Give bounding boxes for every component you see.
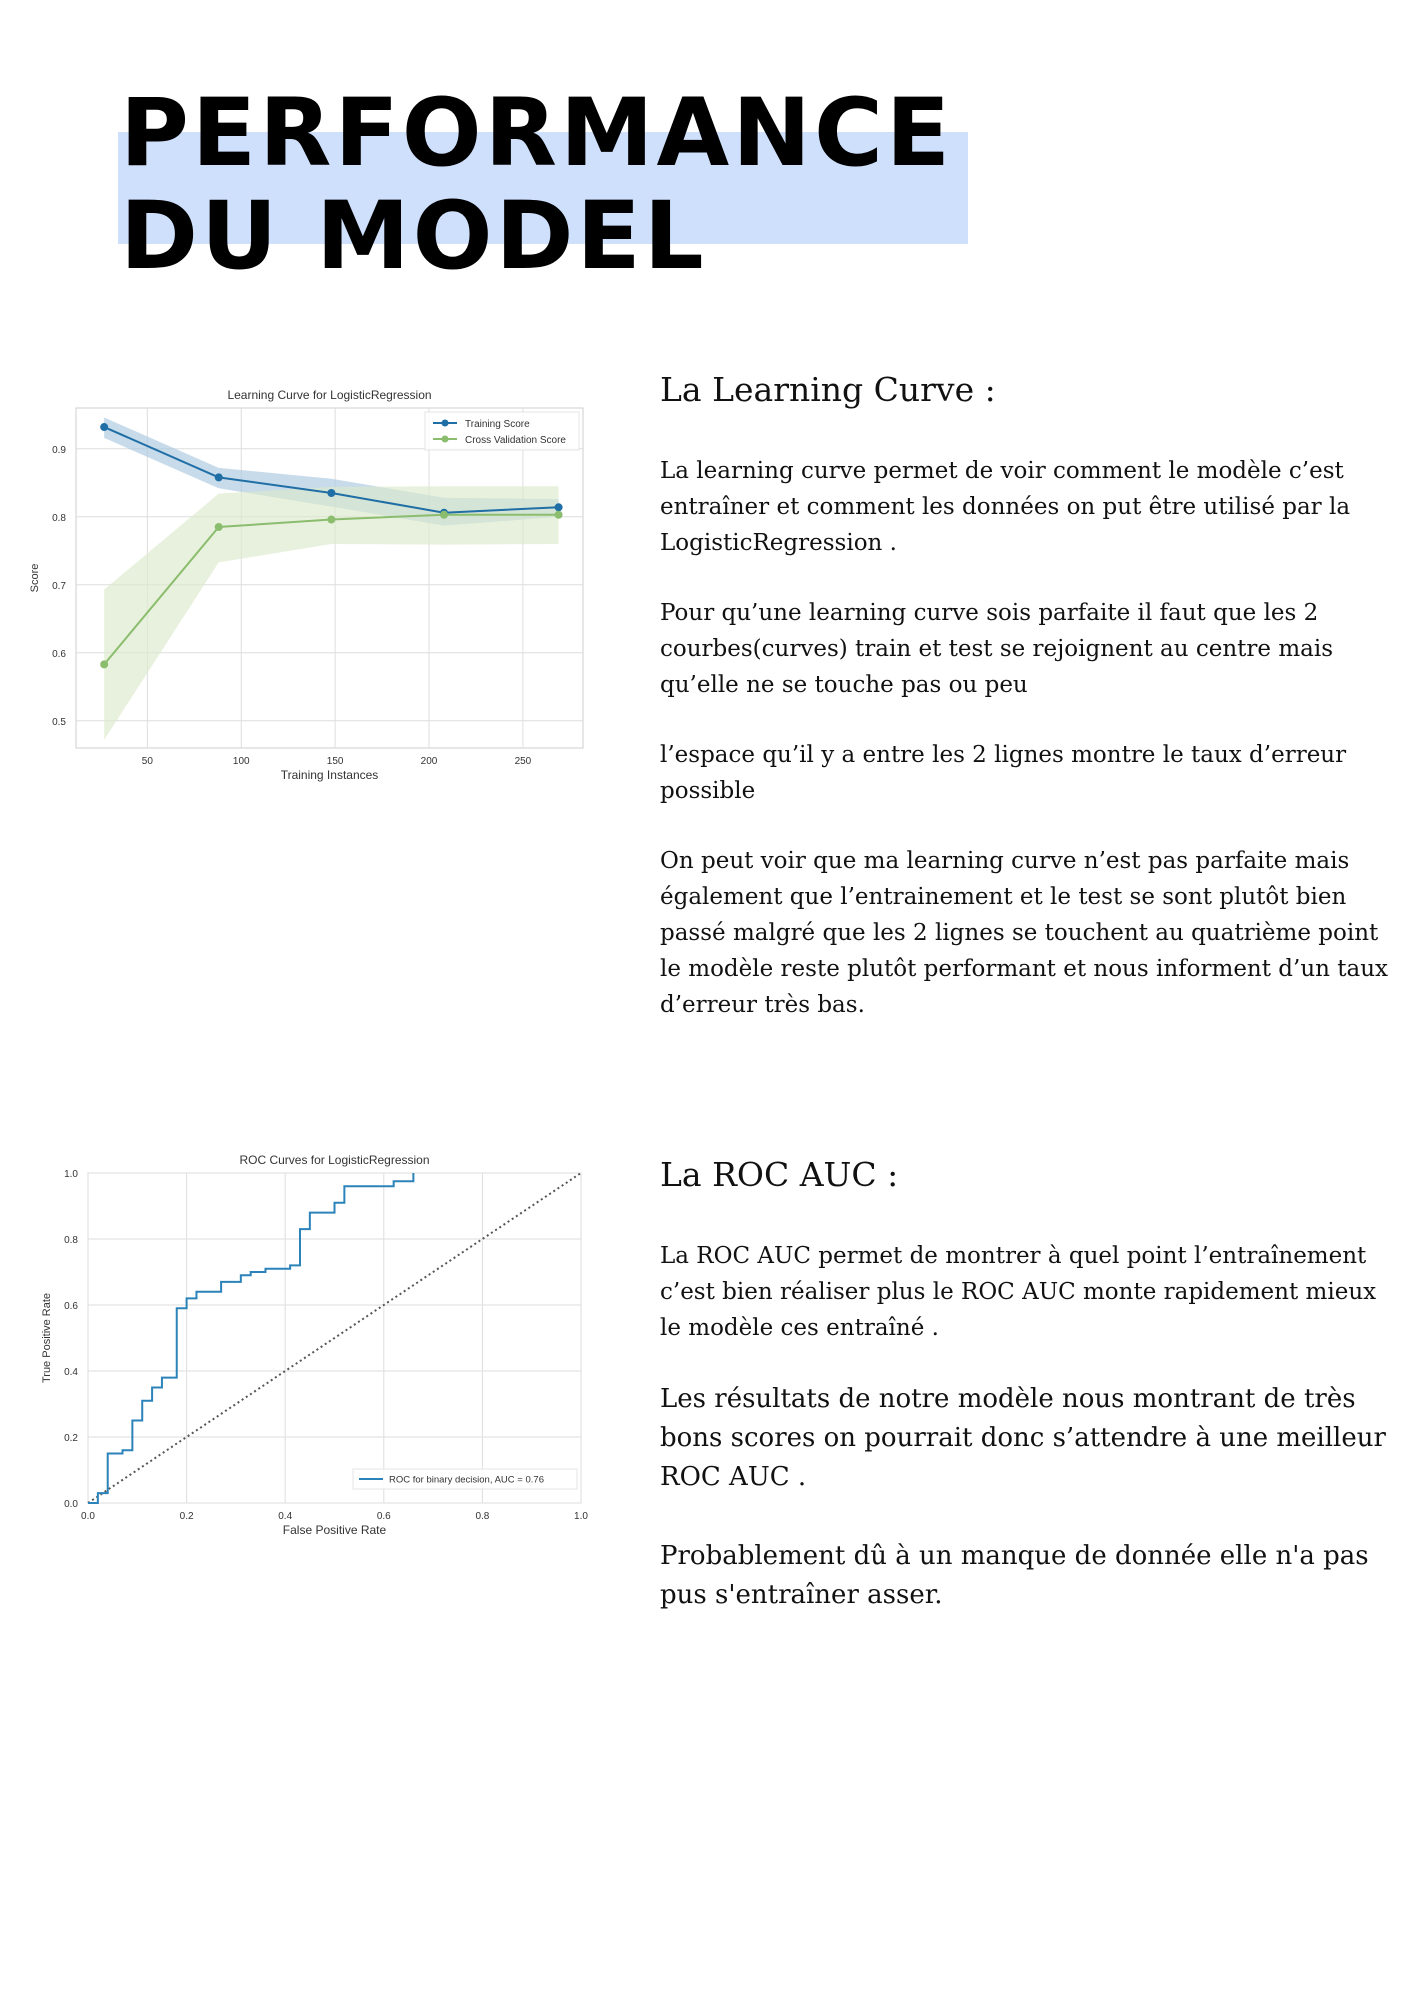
x-axis-label: False Positive Rate: [283, 1523, 387, 1537]
title-block: PERFORMANCE DU MODEL: [118, 82, 978, 292]
x-tick-label: 0.2: [180, 1511, 194, 1522]
y-axis-label: Score: [29, 564, 41, 593]
legend-box: [424, 411, 580, 451]
legend-label: Training Score: [465, 419, 530, 430]
y-tick-label: 0.0: [64, 1499, 78, 1510]
cv-score-point: [214, 523, 223, 531]
training-score-point: [100, 423, 109, 432]
diagonal-reference-line: [87, 1172, 582, 1504]
x-tick-label: 0.8: [475, 1511, 489, 1522]
x-tick-label: 50: [142, 756, 154, 767]
roc-auc-section: La ROC AUC : La ROC AUC permet de montre…: [660, 1155, 1400, 1655]
title-highlight: [118, 132, 968, 244]
cv-score-point: [100, 660, 109, 669]
x-tick-label: 1.0: [574, 1511, 588, 1522]
learning-curve-paragraph-2: Pour qu’une learning curve sois parfaite…: [660, 600, 1333, 698]
cv-score-point: [554, 510, 563, 519]
roc-auc-paragraph-2: Les résultats de notre modèle nous montr…: [660, 1384, 1386, 1492]
chart-title: Learning Curve for LogisticRegression: [227, 388, 431, 402]
roc-curve-chart: 0.0 0.2 0.4 0.6 0.8 1.0 0.0 0.2 0.4 0.6 0.8 1.0 ROC …: [41, 1153, 588, 1537]
roc-curve-line: [88, 1173, 415, 1504]
x-tick-label: 0.6: [377, 1511, 391, 1522]
learning-curve-chart: 50 100 150 200 250 0.5 0.6 0.7 0.8 0.9 Learning Cu…: [29, 388, 584, 782]
y-tick-label: 0.8: [52, 513, 66, 524]
learning-curve-paragraph-1: La learning curve permet de voir comment…: [660, 458, 1351, 556]
chart-title: ROC Curves for LogisticRegression: [239, 1153, 429, 1167]
page-title-line1: PERFORMANCE: [120, 79, 954, 188]
legend-marker: [441, 419, 449, 427]
x-tick-label: 100: [233, 756, 250, 767]
legend-box: [352, 1468, 578, 1490]
roc-auc-heading: La ROC AUC :: [660, 1155, 899, 1194]
y-axis-label: True Positive Rate: [41, 1293, 53, 1383]
learning-curve-section: La Learning Curve : La learning curve pe…: [660, 370, 1400, 1057]
y-tick-label: 0.9: [52, 445, 66, 456]
x-tick-label: 150: [327, 756, 344, 767]
x-tick-label: 200: [421, 756, 438, 767]
cv-score-point: [440, 510, 449, 519]
y-tick-label: 1.0: [64, 1169, 78, 1180]
y-tick-label: 0.4: [64, 1367, 78, 1378]
y-tick-label: 0.7: [52, 581, 66, 592]
learning-curve-heading: La Learning Curve :: [660, 370, 996, 409]
y-tick-label: 0.5: [52, 717, 66, 728]
page-title-line2: DU MODEL: [120, 182, 707, 291]
roc-auc-paragraph-3: Probablement dû à un manque de donnée el…: [660, 1541, 1369, 1610]
training-score-point: [327, 489, 336, 497]
training-score-point: [214, 473, 223, 482]
x-tick-label: 250: [515, 756, 532, 767]
learning-curve-paragraph-4: On peut voir que ma learning curve n’est…: [660, 848, 1389, 1018]
x-axis-label: Training Instances: [281, 768, 379, 782]
legend-marker: [441, 435, 449, 443]
y-tick-label: 0.8: [64, 1235, 78, 1246]
x-tick-label: 0.0: [81, 1511, 95, 1522]
y-tick-label: 0.6: [52, 649, 66, 660]
legend-label: ROC for binary decision, AUC = 0.76: [389, 1475, 544, 1486]
y-tick-label: 0.6: [64, 1301, 78, 1312]
x-tick-label: 0.4: [278, 1511, 292, 1522]
learning-curve-paragraph-3: l’espace qu’il y a entre les 2 lignes mo…: [660, 742, 1347, 804]
cv-score-band: [104, 486, 559, 740]
roc-auc-paragraph-1: La ROC AUC permet de montrer à quel poin…: [660, 1243, 1377, 1341]
legend-label: Cross Validation Score: [465, 435, 566, 446]
cv-score-point: [327, 515, 336, 524]
page-title: PERFORMANCE DU MODEL: [120, 82, 953, 288]
training-score-point: [554, 503, 563, 512]
y-tick-label: 0.2: [64, 1433, 78, 1444]
